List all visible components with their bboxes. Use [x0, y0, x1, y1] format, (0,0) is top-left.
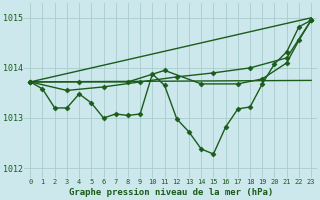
X-axis label: Graphe pression niveau de la mer (hPa): Graphe pression niveau de la mer (hPa) [68, 188, 273, 197]
